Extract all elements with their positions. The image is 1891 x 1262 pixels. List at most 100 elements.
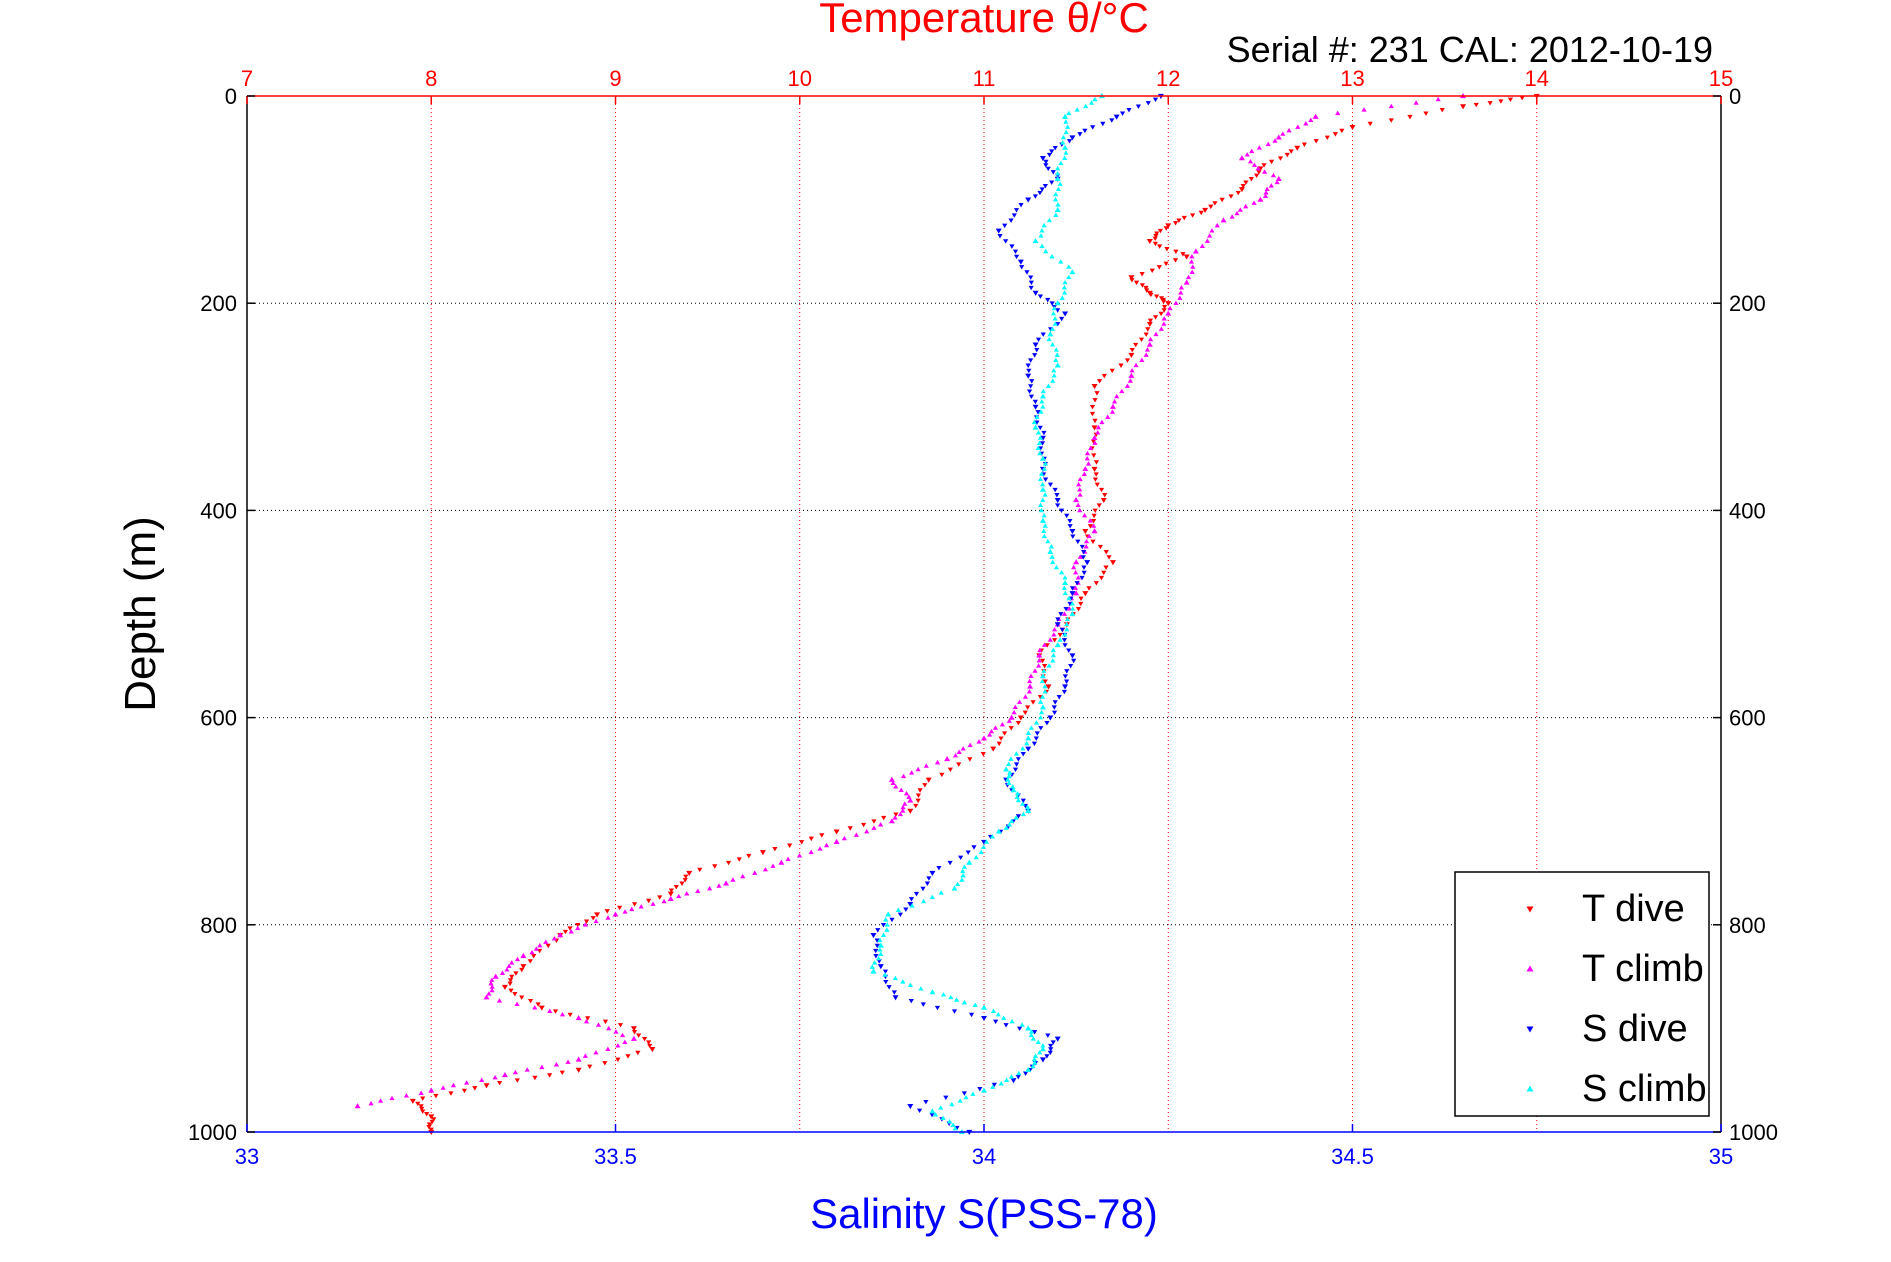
data-point	[575, 925, 581, 931]
data-point	[1091, 518, 1097, 524]
data-point	[736, 857, 742, 862]
data-point	[1038, 726, 1044, 731]
data-point	[424, 1112, 430, 1117]
data-point	[575, 1067, 582, 1073]
data-point	[527, 998, 534, 1004]
data-point	[1165, 223, 1172, 229]
data-point	[1081, 565, 1087, 570]
data-point	[593, 1049, 599, 1055]
data-point	[1032, 424, 1039, 430]
data-point	[686, 870, 693, 876]
data-point	[952, 752, 959, 758]
data-point	[1039, 455, 1046, 461]
data-point	[997, 234, 1003, 239]
data-point	[861, 822, 867, 828]
data-point	[1073, 569, 1079, 575]
data-point	[892, 995, 899, 1001]
data-point	[1280, 131, 1286, 136]
data-point	[1075, 575, 1081, 580]
data-point	[1119, 111, 1126, 116]
data-point	[1047, 331, 1054, 337]
data-point	[799, 840, 805, 845]
depth-tick-label-right: 0	[1729, 84, 1741, 109]
data-point	[841, 835, 847, 841]
data-point	[772, 847, 778, 852]
data-point	[1161, 308, 1167, 313]
data-point	[1044, 1054, 1050, 1059]
data-point	[582, 922, 588, 927]
data-point	[980, 844, 987, 849]
data-point	[1128, 275, 1135, 281]
data-point	[538, 1005, 545, 1011]
data-point	[433, 1093, 439, 1099]
data-point	[431, 1117, 437, 1122]
data-point	[1073, 590, 1080, 596]
data-point	[1052, 145, 1058, 151]
data-point	[583, 919, 590, 924]
data-point	[888, 818, 895, 824]
data-point	[697, 867, 703, 873]
data-point	[1255, 165, 1261, 171]
data-point	[1277, 156, 1284, 161]
data-point	[981, 1015, 987, 1022]
data-point	[1062, 290, 1068, 295]
data-point	[1129, 367, 1135, 373]
data-point	[1228, 194, 1234, 199]
data-point	[1263, 190, 1269, 195]
data-point	[897, 912, 903, 918]
data-point	[492, 973, 499, 979]
data-point	[1106, 555, 1112, 560]
data-point	[537, 942, 543, 948]
data-point	[1032, 668, 1038, 673]
data-point	[615, 1057, 621, 1063]
data-point	[1037, 502, 1044, 508]
data-point	[1251, 162, 1258, 167]
data-point	[1053, 212, 1059, 217]
data-point	[501, 984, 508, 990]
data-point	[519, 995, 525, 1000]
data-point	[1076, 481, 1082, 487]
data-point	[1039, 486, 1046, 492]
data-point	[870, 933, 877, 939]
data-point	[667, 895, 674, 901]
data-point	[907, 901, 914, 908]
data-point	[1041, 466, 1047, 471]
data-point	[1190, 213, 1196, 218]
data-point	[990, 1008, 997, 1013]
data-point	[1064, 626, 1070, 632]
data-point	[1030, 1063, 1036, 1069]
data-point	[1039, 187, 1045, 192]
data-point	[1040, 658, 1046, 664]
data-point	[1022, 1071, 1029, 1076]
data-point	[908, 897, 915, 902]
data-point	[1088, 445, 1094, 451]
data-point	[990, 746, 997, 752]
data-point	[1069, 586, 1076, 591]
data-point	[1025, 373, 1032, 379]
data-point	[552, 1009, 559, 1014]
data-point	[1139, 357, 1145, 362]
data-point	[1069, 601, 1075, 606]
data-point	[496, 998, 503, 1003]
data-point	[1062, 674, 1068, 679]
data-point	[1067, 518, 1073, 524]
data-point	[1139, 272, 1145, 277]
data-point	[880, 922, 887, 928]
data-point	[1069, 653, 1076, 659]
data-point	[924, 881, 931, 886]
data-point	[876, 959, 882, 964]
data-point	[918, 986, 924, 991]
data-point	[996, 741, 1002, 747]
data-point	[1105, 414, 1111, 419]
salinity-tick-label: 35	[1709, 1144, 1733, 1169]
data-point	[853, 832, 859, 837]
data-point	[1295, 124, 1301, 129]
data-point	[1312, 113, 1319, 119]
data-point	[992, 725, 999, 730]
data-point	[1066, 110, 1072, 116]
depth-tick-label-left: 600	[200, 706, 237, 731]
data-point	[1019, 801, 1026, 806]
data-point	[824, 842, 830, 848]
data-point	[565, 1059, 571, 1064]
data-point	[875, 928, 881, 933]
